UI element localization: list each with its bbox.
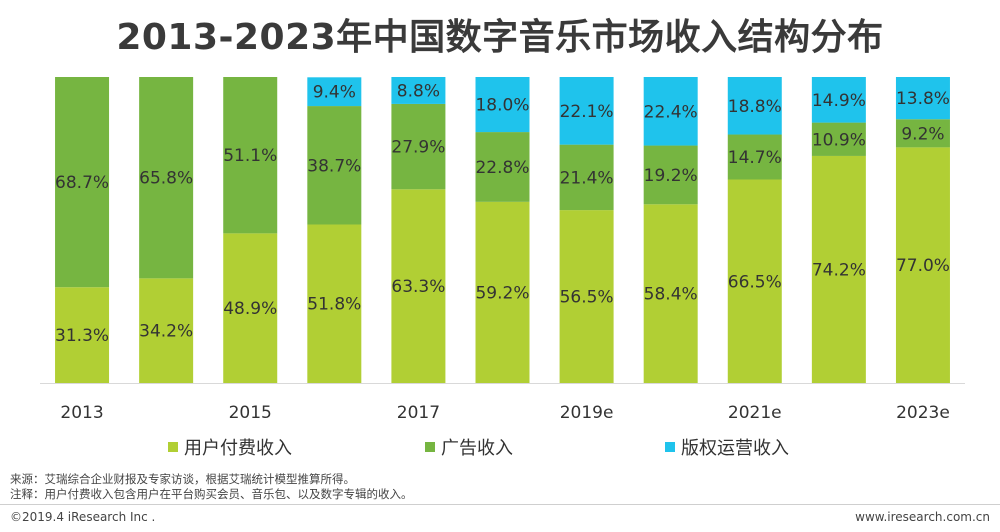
bar-segment-2022e-s1 bbox=[811, 122, 866, 156]
data-label-2013-s1: 68.7% bbox=[55, 173, 109, 193]
bar-segment-2021e-s1 bbox=[727, 134, 782, 180]
bar-segment-2023e-s2 bbox=[895, 77, 950, 120]
data-label-2014-s1: 65.8% bbox=[139, 169, 193, 189]
footnote: 注释：用户付费收入包含用户在平台购买会员、音乐包、以及数字专辑的收入。 bbox=[10, 487, 413, 501]
bar-segment-2016-s2 bbox=[307, 77, 362, 107]
chart-title: 2013-2023年中国数字音乐市场收入结构分布 bbox=[116, 17, 884, 58]
legend-item-user-paid: 用户付费收入 bbox=[168, 434, 292, 460]
data-label-2014-s0: 34.2% bbox=[139, 322, 193, 342]
bar-segment-2020e-s1 bbox=[643, 145, 698, 205]
bar-segment-2018-s1 bbox=[475, 132, 530, 202]
data-label-2016-s1: 38.7% bbox=[307, 156, 361, 176]
legend-swatch-user-paid bbox=[168, 442, 178, 452]
data-label-2022e-s2: 14.9% bbox=[812, 91, 866, 111]
data-label-2021e-s1: 14.7% bbox=[728, 148, 782, 168]
legend-label-copyright: 版权运营收入 bbox=[681, 438, 789, 459]
legend: 用户付费收入 广告收入 版权运营收入 bbox=[0, 434, 1000, 460]
data-label-2023e-s2: 13.8% bbox=[896, 89, 950, 109]
data-label-2023e-s0: 77.0% bbox=[896, 256, 950, 276]
data-label-2020e-s1: 19.2% bbox=[644, 166, 698, 186]
bar-segment-2019e-s2 bbox=[559, 77, 614, 145]
bar-segment-2014-s0 bbox=[139, 278, 194, 383]
data-label-2013-s0: 31.3% bbox=[55, 326, 109, 346]
data-label-2023e-s1: 9.2% bbox=[901, 124, 944, 144]
legend-swatch-ads bbox=[425, 442, 435, 452]
data-label-2018-s0: 59.2% bbox=[475, 283, 529, 303]
data-label-2017-s0: 63.3% bbox=[391, 277, 445, 297]
copyright-text: ©2019.4 iResearch Inc . bbox=[10, 510, 156, 524]
legend-item-copyright: 版权运营收入 bbox=[665, 434, 789, 460]
bar-segment-2017-s2 bbox=[391, 77, 446, 104]
bar-segment-2019e-s1 bbox=[559, 144, 614, 211]
data-label-2017-s2: 8.8% bbox=[397, 81, 440, 101]
x-tick-label-2019e: 2019e bbox=[560, 403, 614, 423]
bar-segment-2018-s0 bbox=[475, 201, 530, 383]
bar-segment-2022e-s0 bbox=[811, 155, 866, 383]
bar-segment-2015-s0 bbox=[223, 233, 278, 383]
bar-segment-2018-s2 bbox=[475, 77, 530, 133]
data-label-2015-s0: 48.9% bbox=[223, 299, 277, 319]
source-note: 来源：艾瑞综合企业财报及专家访谈，根据艾瑞统计模型推算所得。 bbox=[10, 472, 355, 486]
bar-segment-2013-s0 bbox=[55, 287, 110, 383]
x-tick-label-2023e: 2023e bbox=[896, 403, 950, 423]
data-label-2019e-s0: 56.5% bbox=[560, 288, 614, 308]
data-label-2019e-s1: 21.4% bbox=[560, 168, 614, 188]
x-tick-label-2021e: 2021e bbox=[728, 403, 782, 423]
bar-segment-2023e-s0 bbox=[895, 147, 950, 383]
data-label-2020e-s2: 22.4% bbox=[644, 102, 698, 122]
data-label-2021e-s0: 66.5% bbox=[728, 272, 782, 292]
website-link[interactable]: www.iresearch.com.cn bbox=[855, 510, 990, 524]
legend-swatch-copyright bbox=[665, 442, 675, 452]
data-label-2022e-s1: 10.9% bbox=[812, 130, 866, 150]
data-label-2019e-s2: 22.1% bbox=[560, 102, 614, 122]
data-label-2016-s2: 9.4% bbox=[313, 83, 356, 103]
data-label-2021e-s2: 18.8% bbox=[728, 97, 782, 117]
bar-segment-2021e-s2 bbox=[727, 77, 782, 135]
bar-segment-2016-s1 bbox=[307, 106, 362, 225]
bar-segment-2017-s0 bbox=[391, 189, 446, 383]
data-label-2022e-s0: 74.2% bbox=[812, 260, 866, 280]
data-label-2020e-s0: 58.4% bbox=[644, 285, 698, 305]
footer-divider bbox=[0, 504, 1000, 505]
bar-segment-2023e-s1 bbox=[895, 119, 950, 148]
data-label-2018-s2: 18.0% bbox=[475, 96, 529, 116]
bar-segment-2021e-s0 bbox=[727, 179, 782, 383]
footer: ©2019.4 iResearch Inc . www.iresearch.co… bbox=[0, 508, 1000, 528]
stacked-bar-chart: 31.3% 68.7% 2013 34.2% 65.8% 48.9% 51.1% 2015 51… bbox=[40, 77, 965, 423]
bar-segment-2019e-s0 bbox=[559, 210, 614, 383]
bar-segment-2013-s1 bbox=[55, 77, 110, 288]
data-label-2016-s0: 51.8% bbox=[307, 295, 361, 315]
legend-label-ads: 广告收入 bbox=[441, 438, 513, 459]
legend-label-user-paid: 用户付费收入 bbox=[184, 438, 292, 459]
bar-segment-2020e-s2 bbox=[643, 77, 698, 146]
x-tick-label-2017: 2017 bbox=[397, 403, 440, 423]
chart-notes: 来源：艾瑞综合企业财报及专家访谈，根据艾瑞统计模型推算所得。 注释：用户付费收入… bbox=[10, 472, 413, 502]
bar-segment-2017-s1 bbox=[391, 103, 446, 190]
bar-segment-2020e-s0 bbox=[643, 204, 698, 383]
data-label-2018-s1: 22.8% bbox=[475, 158, 529, 178]
bar-segment-2022e-s2 bbox=[811, 77, 866, 123]
bar-segment-2015-s1 bbox=[223, 77, 278, 234]
bar-segment-2014-s1 bbox=[139, 77, 194, 279]
x-tick-label-2013: 2013 bbox=[60, 403, 103, 423]
bar-segment-2016-s0 bbox=[307, 224, 362, 383]
data-label-2017-s1: 27.9% bbox=[391, 138, 445, 158]
x-tick-label-2015: 2015 bbox=[229, 403, 272, 423]
data-label-2015-s1: 51.1% bbox=[223, 146, 277, 166]
legend-item-ads: 广告收入 bbox=[425, 434, 513, 460]
